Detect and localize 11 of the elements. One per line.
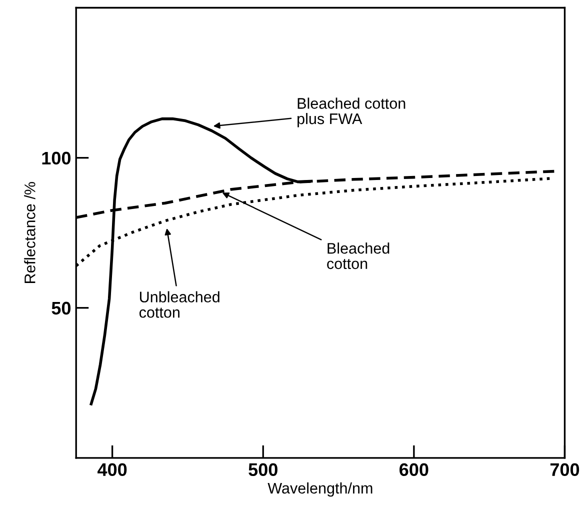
x-tick-label: 600 [400, 463, 428, 476]
annotation: Bleached cotton plus FWA [298, 98, 406, 128]
y-tick-label: 100 [42, 152, 71, 165]
x-tick-label: 400 [98, 463, 127, 476]
annotation: Unbleached cotton [139, 291, 220, 318]
x-axis-title: Wavelength/nm [268, 482, 372, 497]
x-tick-label: 500 [248, 463, 278, 476]
annotation: Bleached cotton [327, 242, 390, 270]
x-tick-label: 700 [550, 463, 580, 476]
y-tick-label: 50 [52, 302, 71, 315]
y-axis-title: Reflectance /% [24, 182, 36, 283]
